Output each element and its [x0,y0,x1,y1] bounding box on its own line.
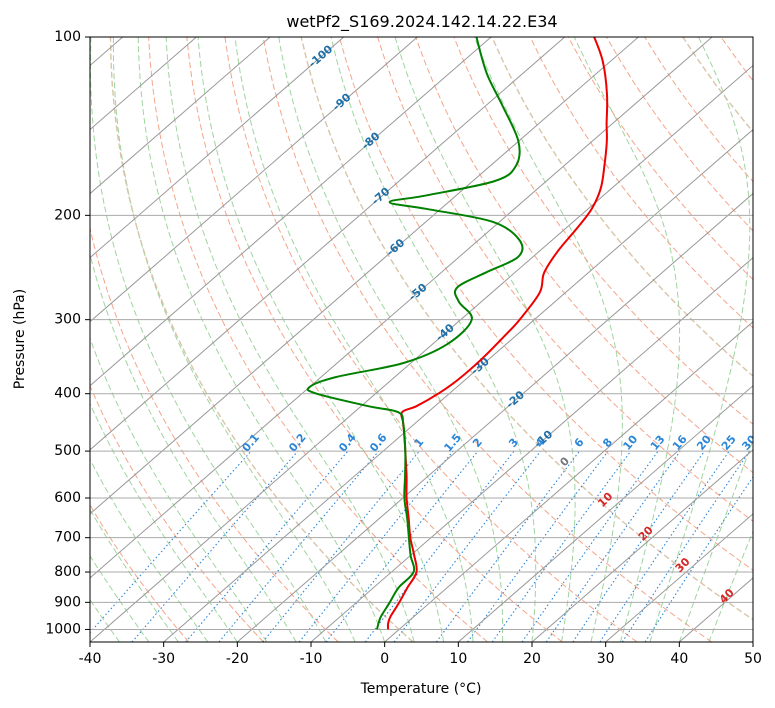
dry-adiabat-line [529,37,753,329]
mixing-ratio-line [599,450,730,642]
profile-series [306,37,609,630]
isotherm-line [237,192,753,642]
moist-adiabat-line [473,37,623,642]
dry-adiabat-line [338,37,753,571]
dewpoint-line [306,37,524,630]
x-tick-label: 20 [523,651,541,667]
dry-adiabat-line [90,384,264,642]
pressure-gridlines [90,37,753,630]
isotherm-line [531,449,753,642]
moist-adiabat-line [649,37,751,642]
dry-adiabat-line [491,37,753,377]
mixing-ratio-line [298,450,454,642]
mixing-ratio-line [218,450,380,642]
mixing-ratio-line [262,450,420,642]
x-tick-label: -30 [152,651,175,667]
moist-adiabat-line [112,37,356,642]
dry-adiabat-line [90,503,190,642]
isotherms [90,37,753,642]
x-tick-label: -20 [226,651,249,667]
moist-adiabat-line [90,252,297,642]
x-tick-label: 40 [670,651,688,667]
moist-adiabat-line [90,337,268,642]
x-axis-label: Temperature (°C) [360,681,482,697]
dry-adiabat-line [224,37,638,642]
mixing-ratio-line [545,450,681,642]
isotherm-line [90,37,345,259]
chart-title: wetPf2_S169.2024.142.14.22.E34 [286,12,557,32]
mixing-ratio-line [467,450,609,642]
isotherm-line [90,64,753,642]
dry-adiabat-line [148,37,488,642]
dry-adiabat-line [453,37,753,425]
dry-adiabat-line [377,37,753,522]
x-tick-label: 30 [597,651,615,667]
isotherm-line [90,37,713,579]
moist-adiabat-line [137,37,386,642]
isotherm-line [90,37,639,515]
plot-area: -100-90-80-70-60-50-40-30-20-100.1 0.2 0.4… [90,37,753,642]
isotherm-line [310,256,753,642]
y-tick-label: 200 [54,207,81,223]
moist-adiabat-line [678,438,753,642]
x-tick-label: -40 [79,651,102,667]
y-tick-label: 300 [54,312,81,328]
moist-adiabat-line [330,37,537,642]
moist-adiabat-line [197,37,445,642]
moist-adiabats [90,37,753,642]
dry-adiabat-line [300,37,753,621]
plot-frame [89,36,754,643]
mixing-ratio-line [185,450,349,642]
x-tick-label: 10 [449,651,467,667]
moist-adiabat-line [234,37,474,642]
temperature-line [386,37,609,630]
moist-adiabat-line [90,37,327,642]
isotherm-line [163,128,753,642]
y-tick-label: 700 [54,530,81,546]
isotherm-line [605,513,753,642]
mixing-ratio-line [572,450,705,642]
dry-adiabat-line [90,226,339,642]
isotherm-line [384,321,753,642]
moist-adiabat-line [394,37,576,642]
isotherm-line [458,385,753,642]
mixing-ratio-line [521,450,659,642]
x-tick-label: 0 [380,651,389,667]
y-tick-label: 1000 [45,621,81,637]
dry-adiabat-line [186,37,563,642]
y-tick-label: 100 [54,29,81,45]
mixing-ratio-line [621,450,751,642]
dry-adiabat-line [262,37,712,642]
y-tick-label: 800 [54,564,81,580]
y-axis-label: Pressure (hPa) [12,289,28,389]
mixing-ratio-line [90,450,252,634]
mixing-ratio-line [325,450,479,642]
x-tick-label: -10 [300,651,323,667]
isotherm-line [90,37,566,451]
x-tick-label: 50 [744,651,762,667]
mixing-ratio-line [435,450,580,642]
y-tick-label: 400 [54,386,81,402]
y-tick-label: 900 [54,594,81,610]
moist-adiabat-line [278,37,504,642]
isotherm-line [90,37,418,323]
isotherm-line [90,37,492,387]
y-axis: 100 200 300 400 500 600 700 800 900 1000 [45,29,90,637]
y-tick-label: 600 [54,490,81,506]
isotherm-line [90,37,271,195]
y-tick-label: 500 [54,443,81,459]
x-axis: -40 -30 -20 -10 0 10 20 30 40 50 [79,642,762,667]
